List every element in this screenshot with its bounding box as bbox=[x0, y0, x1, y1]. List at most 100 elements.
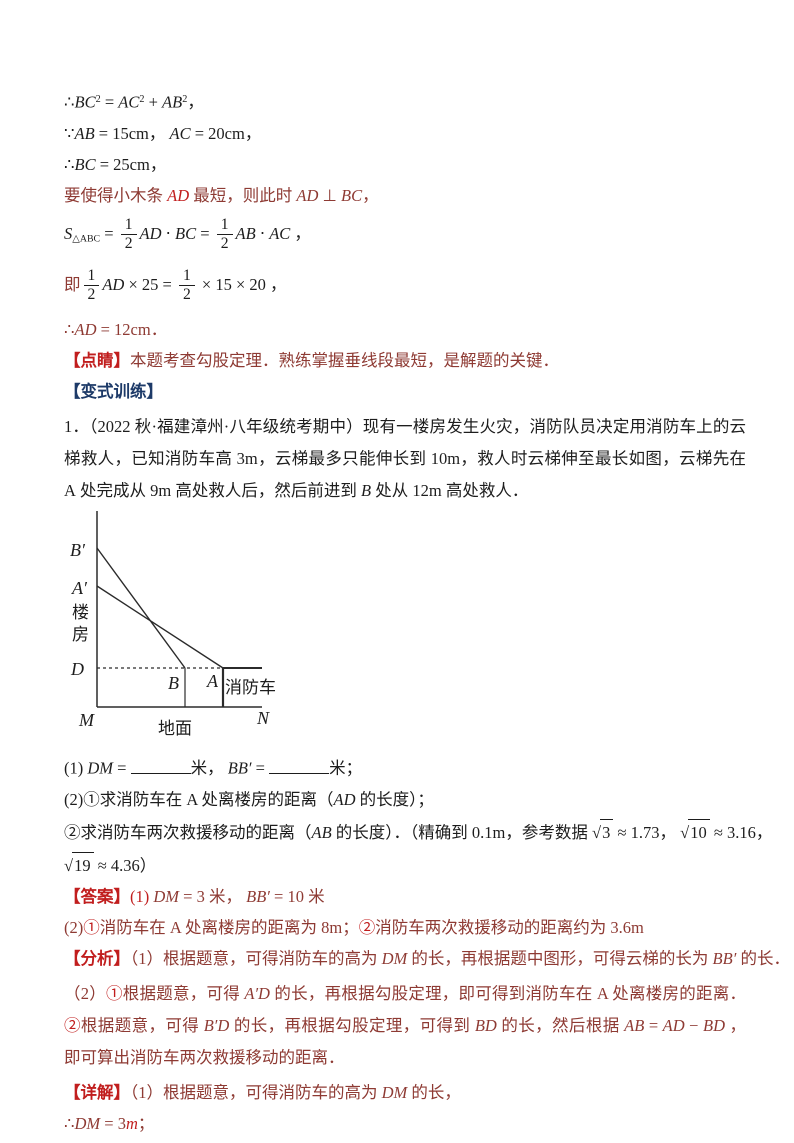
text-run: ， bbox=[270, 274, 287, 294]
text-run: ， bbox=[149, 154, 167, 174]
question-part2-sub2: ②求消防车两次救援移动的距离（AB 的长度）．（精确到 0.1m，参考数据 √3… bbox=[64, 818, 772, 845]
line-ab-ac-values: ∵AB = 15cm， AC = 20cm， bbox=[64, 122, 746, 146]
square-root: √10 bbox=[680, 818, 710, 845]
text-run: ，救人时云梯伸至最长如图，云梯先在 bbox=[460, 449, 747, 469]
text-run: （1）根据题意，可得消防车的高为 bbox=[130, 1082, 382, 1102]
question-part1-blanks: (1) DM = 米， BB′ = 米； bbox=[64, 755, 746, 780]
text-run: = bbox=[644, 1015, 663, 1035]
text-run: = bbox=[100, 223, 118, 243]
question-part2-sub1: (2)①求消防车在 A 处离楼房的距离（AD 的长度）； bbox=[64, 788, 746, 812]
fraction-denominator: 2 bbox=[182, 285, 191, 303]
text-run: ∴ bbox=[64, 1113, 75, 1133]
text-run: AD bbox=[662, 1015, 685, 1035]
figure-label-ground: 地面 bbox=[158, 719, 192, 738]
text-run: 处离楼房的距离． bbox=[612, 983, 747, 1003]
line-bc-value: ∴BC = 25cm， bbox=[64, 153, 746, 177]
fill-in-blank bbox=[130, 755, 191, 774]
text-run: 根据题意，可得 bbox=[80, 1015, 204, 1035]
text-run: 处从 bbox=[371, 481, 413, 501]
text-run: 米； bbox=[329, 758, 363, 778]
text-run: 处完成从 bbox=[75, 481, 151, 501]
text-run: AD bbox=[74, 320, 97, 340]
line-dianjing-note: 【点睛】本题考查勾股定理．熟练掌握垂线段最短，是解题的关键． bbox=[64, 349, 746, 373]
text-run: ， bbox=[362, 185, 379, 205]
text-run: 要使得小木条 bbox=[64, 185, 168, 205]
text-run: ， bbox=[755, 822, 773, 842]
text-run: ． bbox=[150, 320, 168, 340]
radical-sign-icon: √ bbox=[680, 822, 690, 842]
text-run: (1) bbox=[130, 886, 154, 906]
line-ad-value: ∴AD = 12cm． bbox=[64, 318, 746, 342]
text-run: 即 bbox=[64, 274, 81, 294]
text-run: ； bbox=[137, 1113, 155, 1133]
text-run: − bbox=[684, 1015, 703, 1035]
solution-and-problem-text: ∴BC2 = AC2 + AB2， ∵AB = 15cm， AC = 20cm， ∴… bbox=[64, 88, 746, 507]
text-run: AC bbox=[118, 92, 140, 112]
fire-truck-ladder-figure: B′ A′ 楼 房 D B A 消防车 M 地面 N bbox=[64, 508, 746, 745]
text-run: 消防车两次救援移动的距离约为 bbox=[375, 917, 607, 937]
text-run: = bbox=[113, 758, 131, 778]
text-run: AB bbox=[235, 223, 256, 243]
text-run: AD bbox=[167, 185, 190, 205]
text-run: DM bbox=[381, 948, 408, 968]
figure-svg: B′ A′ 楼 房 D B A 消防车 M 地面 N bbox=[70, 511, 276, 738]
fraction-numerator: 1 bbox=[216, 216, 233, 236]
text-run: ， bbox=[187, 92, 204, 112]
text-run: DM bbox=[87, 758, 114, 778]
text-run: A bbox=[592, 983, 613, 1003]
text-run: 的长，再根据勾股定理，可得到 bbox=[229, 1015, 475, 1035]
text-run: A bbox=[165, 917, 186, 937]
text-run: ②求消防车两次救援移动的距离（ bbox=[64, 822, 312, 842]
figure-label-d: D bbox=[70, 659, 84, 679]
text-run: 处离楼房的距离（ bbox=[201, 789, 334, 809]
text-run: AD bbox=[296, 185, 319, 205]
text-run: 的长， bbox=[407, 1082, 461, 1102]
figure-label-truck: 消防车 bbox=[225, 678, 276, 697]
fill-in-blank bbox=[269, 755, 330, 774]
line-bc-squared: ∴BC2 = AC2 + AB2， bbox=[64, 88, 746, 115]
text-run: AD bbox=[333, 789, 356, 809]
text-run: 的长度）； bbox=[355, 789, 434, 809]
text-run: 12m bbox=[412, 481, 442, 501]
questions-and-answers-text: (1) DM = 米， BB′ = 米； (2)①求消防车在 A 处离楼房的距离（… bbox=[64, 755, 790, 1135]
text-run: BC bbox=[341, 185, 363, 205]
text-run: = 20cm bbox=[190, 123, 245, 143]
text-run: AB bbox=[624, 1015, 645, 1035]
text-run: AC bbox=[269, 223, 291, 243]
text-run: BC bbox=[74, 92, 96, 112]
text-run: ≈ 4.36 bbox=[93, 855, 140, 875]
fraction-denominator: 2 bbox=[87, 285, 96, 303]
text-run: 的长度）．（精确到 bbox=[331, 822, 472, 842]
text-run: S bbox=[64, 223, 73, 243]
text-run: DM bbox=[153, 886, 180, 906]
text-run: ， bbox=[244, 123, 262, 143]
radicand: 3 bbox=[600, 818, 614, 845]
text-run: = 3 bbox=[100, 1113, 126, 1133]
radical-sign-icon: √ bbox=[64, 855, 74, 875]
text-run: BD bbox=[474, 1015, 497, 1035]
text-run: AB bbox=[162, 92, 183, 112]
analysis-line-2: （2）①根据题意，可得 A′D 的长，再根据勾股定理，即可得到消防车在 A 处离… bbox=[64, 978, 746, 1074]
text-run: = 15cm bbox=[94, 123, 149, 143]
text-run: AD bbox=[102, 274, 125, 294]
text-run: = bbox=[251, 758, 270, 778]
text-run: ① bbox=[106, 983, 123, 1003]
text-run: = 25cm bbox=[95, 154, 150, 174]
text-run: 3m bbox=[236, 449, 258, 469]
text-run: DM bbox=[74, 1113, 101, 1133]
text-run: BB′ bbox=[227, 758, 252, 778]
text-run: 10m bbox=[430, 449, 461, 469]
analysis-line-1: 【分析】（1）根据题意，可得消防车的高为 DM 的长，再根据题中图形，可得云梯的… bbox=[64, 947, 790, 971]
text-run: = 3 bbox=[179, 886, 209, 906]
text-run: 【变式训练】 bbox=[64, 382, 163, 402]
text-run: ① bbox=[83, 917, 100, 937]
text-run: ≈ 3.16 bbox=[709, 822, 756, 842]
text-run: DM bbox=[381, 1082, 408, 1102]
text-run: ， bbox=[290, 223, 311, 243]
text-run: ； bbox=[342, 917, 359, 937]
text-run: 的长，然后根据 bbox=[496, 1015, 625, 1035]
figure-label-b-prime: B′ bbox=[70, 540, 86, 560]
